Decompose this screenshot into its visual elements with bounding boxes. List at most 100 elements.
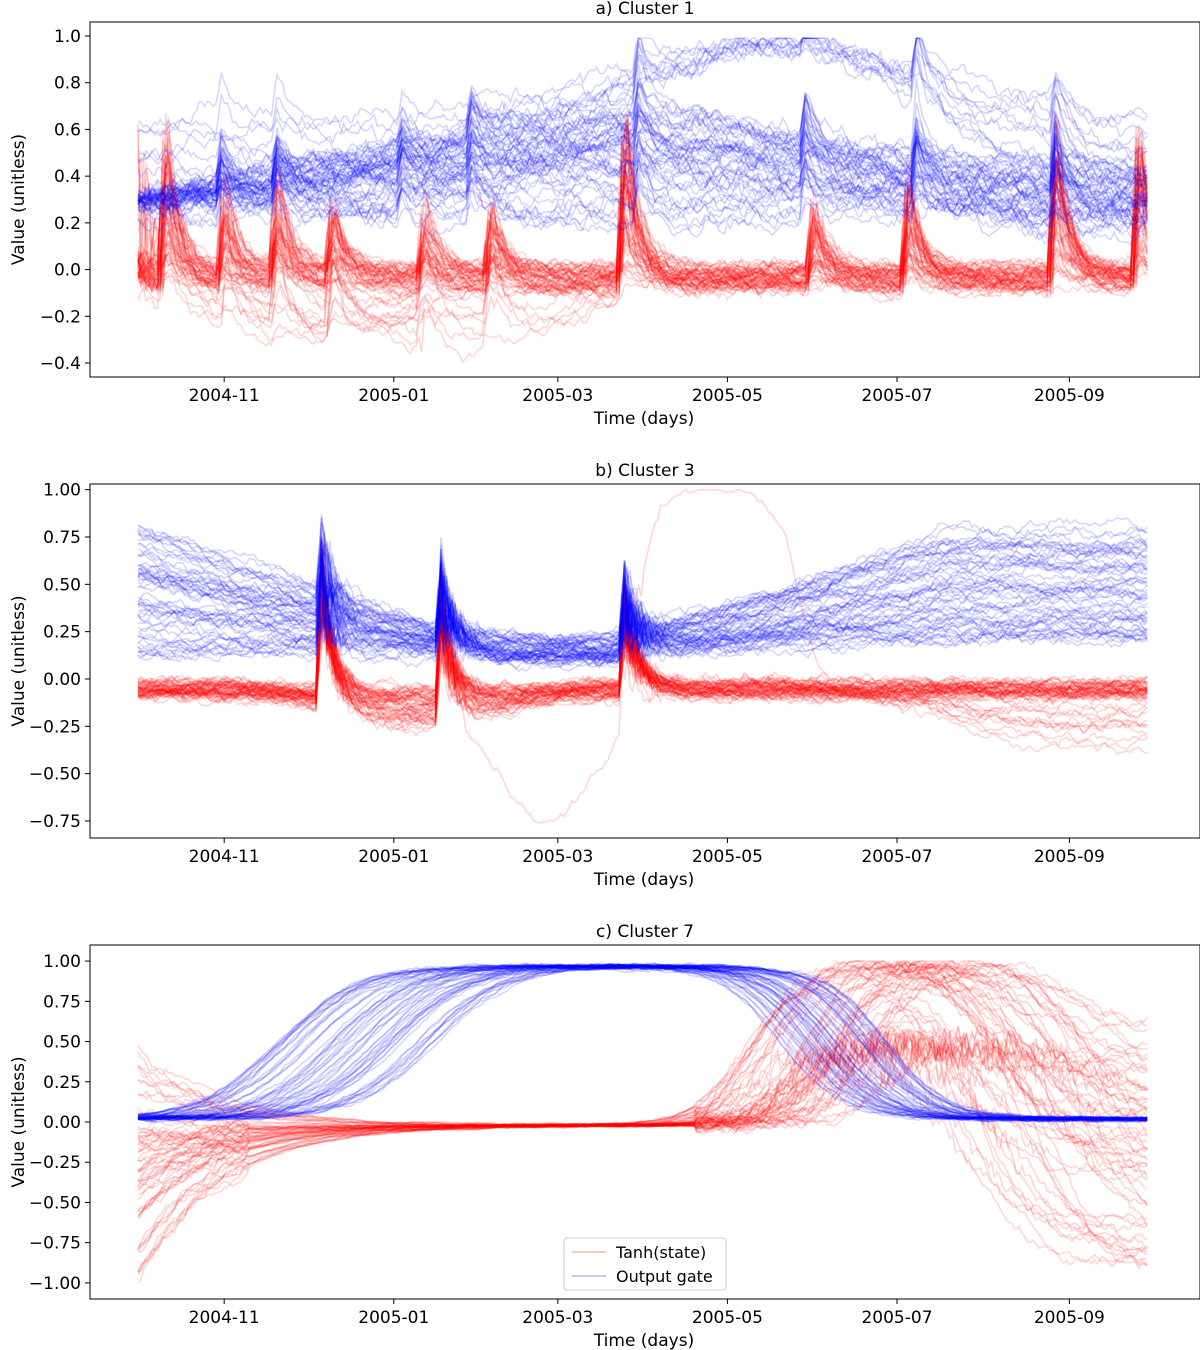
series-line	[137, 576, 1148, 732]
series-line	[137, 567, 1148, 663]
series-line	[137, 550, 1148, 661]
series-line	[137, 564, 1148, 745]
series-line	[137, 119, 1148, 281]
series-line	[137, 964, 1148, 1123]
series-line	[137, 556, 1148, 666]
series-line	[137, 537, 1148, 663]
series-line	[137, 965, 1148, 1121]
series-line	[137, 975, 1148, 1211]
series-line	[137, 601, 1148, 714]
series-line	[137, 93, 1148, 237]
y-tick-label: −1.00	[29, 1274, 81, 1294]
series-line	[137, 963, 1148, 1123]
y-tick-label: −0.50	[29, 765, 81, 785]
series-line	[137, 114, 1148, 247]
series-line	[137, 576, 1148, 701]
series-line	[137, 960, 1148, 1173]
x-tick-label: 2005-05	[692, 1308, 763, 1328]
series-line	[137, 963, 1148, 1122]
series-line	[137, 536, 1148, 704]
series-line	[137, 565, 1148, 652]
series-line	[137, 1040, 1148, 1267]
series-line	[137, 553, 1148, 666]
series-line	[137, 976, 1148, 1216]
series-line	[137, 584, 1148, 707]
series-line	[137, 140, 1148, 231]
series-line	[138, 962, 1148, 1123]
series-line	[137, 1031, 1148, 1190]
series-line	[137, 963, 1148, 1122]
series-line	[137, 555, 1148, 727]
series-line	[137, 962, 1148, 1123]
series-line	[137, 151, 1148, 217]
series-line	[137, 134, 1148, 232]
y-tick-label: 0.50	[43, 1033, 81, 1053]
series-line	[137, 166, 1148, 299]
y-tick-label: −0.4	[40, 354, 81, 374]
series-line	[137, 123, 1148, 279]
series-line	[137, 159, 1148, 323]
series-line	[137, 562, 1148, 659]
y-tick-label: 1.00	[43, 952, 81, 972]
plot-frame	[89, 21, 1200, 378]
y-axis-label: Value (unitless)	[9, 595, 29, 726]
series-line	[137, 146, 1148, 297]
series-line	[137, 110, 1148, 243]
series-line	[137, 514, 1148, 644]
series-line	[137, 570, 1148, 665]
series-line	[137, 1054, 1148, 1273]
series-line	[137, 143, 1148, 215]
series-line	[137, 81, 1148, 217]
series-line	[137, 527, 1148, 650]
y-tick-label: 1.00	[43, 481, 81, 501]
series-line	[137, 963, 1148, 1123]
series-line	[137, 125, 1148, 292]
series-line	[137, 537, 1148, 652]
series-line	[137, 1018, 1148, 1258]
series-line	[137, 965, 1148, 1123]
series-line	[137, 145, 1148, 348]
x-axis-label: Time (days)	[593, 870, 694, 890]
series-line	[137, 85, 1148, 211]
series-line	[137, 530, 1148, 662]
series-line	[137, 963, 1148, 1122]
series-line	[137, 554, 1148, 704]
series-line	[137, 969, 1148, 1176]
series-line	[137, 963, 1148, 1122]
series-line	[137, 533, 1148, 698]
series-line	[137, 151, 1148, 287]
series-line	[137, 150, 1148, 342]
series-line	[137, 536, 1148, 647]
series-line	[137, 133, 1148, 288]
series-line	[137, 961, 1148, 1205]
series-line	[137, 154, 1148, 225]
series-line	[137, 82, 1148, 210]
series-line	[137, 970, 1148, 1131]
series-line	[137, 977, 1148, 1220]
series-line	[137, 962, 1148, 1122]
series-line	[137, 963, 1148, 1122]
series-line	[137, 129, 1148, 215]
y-tick-label: 0.75	[43, 528, 81, 548]
series-line	[137, 556, 1148, 727]
series-line	[137, 566, 1148, 663]
series-line	[137, 960, 1148, 1153]
series-line	[137, 561, 1148, 664]
series-lines	[137, 36, 1148, 363]
series-line	[137, 562, 1148, 651]
series-line	[137, 517, 1148, 669]
series-line	[137, 964, 1148, 1123]
series-line	[137, 524, 1148, 667]
series-line	[137, 960, 1148, 1137]
series-line	[137, 121, 1148, 213]
series-line	[137, 966, 1148, 1123]
series-line	[137, 163, 1148, 283]
series-line	[137, 566, 1148, 649]
series-line	[137, 594, 1148, 733]
series-line	[137, 1044, 1148, 1144]
series-line	[137, 561, 1148, 648]
series-line	[137, 153, 1148, 299]
series-line	[137, 964, 1148, 1123]
series-line	[137, 128, 1148, 202]
series-line	[137, 577, 1148, 670]
